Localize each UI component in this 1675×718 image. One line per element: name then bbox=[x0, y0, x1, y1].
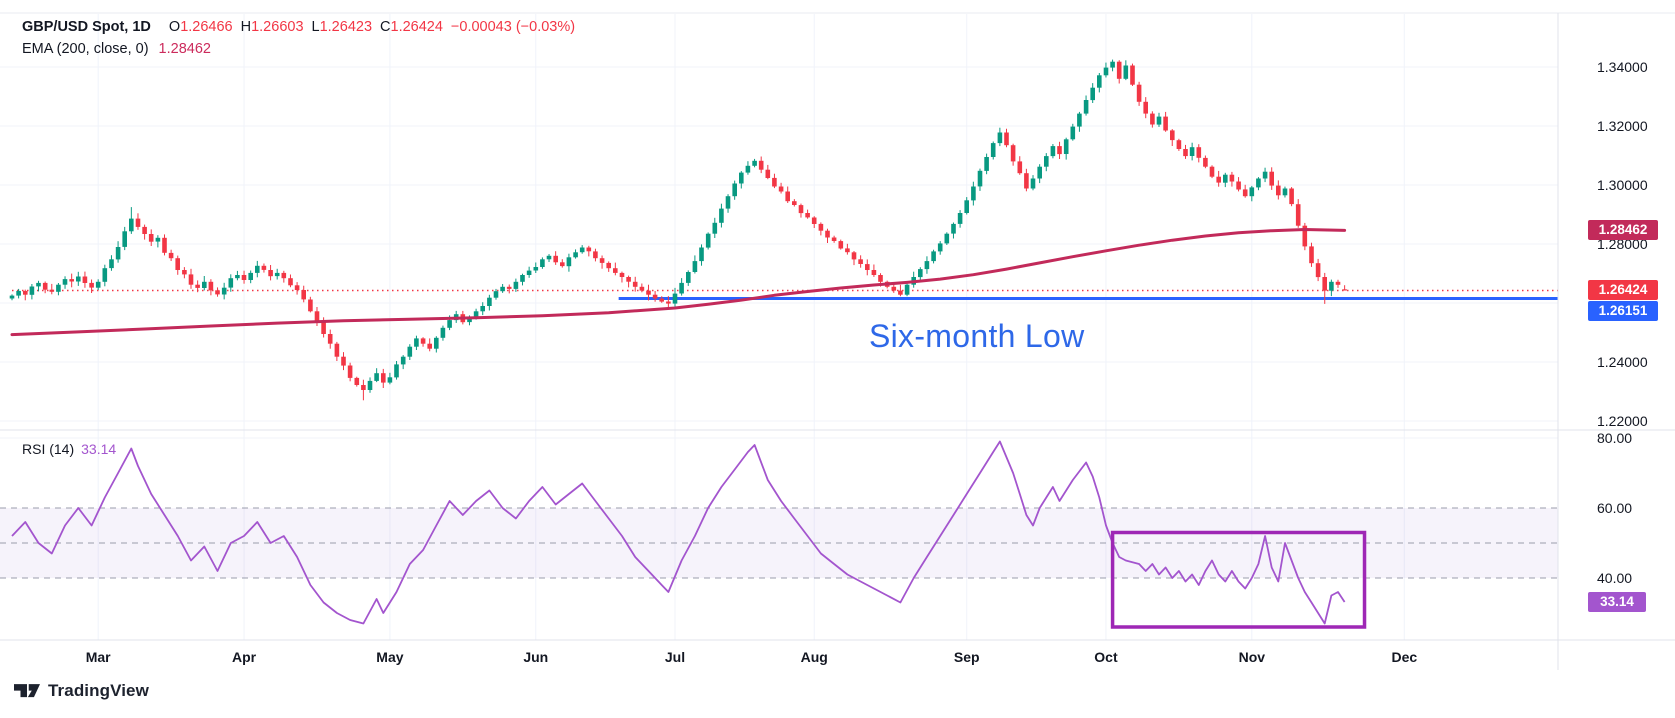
rsi-tick-label: 40.00 bbox=[1597, 570, 1632, 586]
price-tick-label: 1.24000 bbox=[1597, 354, 1648, 370]
tradingview-logo-text: TradingView bbox=[48, 681, 149, 700]
rsi-name[interactable]: RSI (14) bbox=[22, 441, 75, 457]
low-value: 1.26423 bbox=[319, 19, 373, 35]
ema-price-badge: 1.28462 bbox=[1588, 220, 1658, 240]
ema-legend-row: EMA (200, close, 0) 1.28462 bbox=[22, 38, 575, 60]
price-tick-label: 1.22000 bbox=[1597, 413, 1648, 429]
rsi-highlight-box[interactable] bbox=[1110, 530, 1367, 629]
month-label: Sep bbox=[954, 649, 980, 665]
close-value: 1.26424 bbox=[390, 19, 443, 35]
low-letter: L bbox=[311, 19, 320, 35]
level-price-badge: 1.26151 bbox=[1588, 301, 1658, 321]
open-value: 1.26466 bbox=[180, 19, 233, 35]
symbol-legend-row1: GBP/USD Spot, 1D O1.26466 H1.26603 L1.26423… bbox=[22, 16, 575, 38]
month-label: Mar bbox=[86, 649, 111, 665]
month-label: May bbox=[376, 649, 403, 665]
rsi-value: 33.14 bbox=[81, 441, 117, 457]
ema-label[interactable]: EMA (200, close, 0) bbox=[22, 41, 149, 57]
rsi-line bbox=[11, 440, 1346, 625]
time-axis[interactable] bbox=[0, 640, 1558, 675]
month-label: Apr bbox=[232, 649, 257, 665]
rsi-tick-label: 60.00 bbox=[1597, 500, 1632, 516]
rsi-value-badge: 33.14 bbox=[1588, 592, 1646, 612]
candles bbox=[9, 59, 1347, 401]
symbol-legend: GBP/USD Spot, 1D O1.26466 H1.26603 L1.26423… bbox=[22, 16, 575, 60]
price-tick-label: 1.28000 bbox=[1597, 236, 1648, 252]
high-value: 1.26603 bbox=[251, 19, 304, 35]
high-letter: H bbox=[240, 19, 252, 35]
close-price-badge: 1.26424 bbox=[1588, 280, 1658, 300]
price-tick-label: 1.34000 bbox=[1597, 59, 1648, 75]
price-axis[interactable] bbox=[1558, 13, 1675, 640]
price-tick-label: 1.30000 bbox=[1597, 177, 1648, 193]
ema-line[interactable] bbox=[10, 228, 1347, 337]
month-label: Aug bbox=[801, 649, 828, 665]
tradingview-logo[interactable]: TradingView bbox=[14, 681, 149, 701]
symbol-title[interactable]: GBP/USD Spot, 1D bbox=[22, 19, 151, 35]
month-label: Oct bbox=[1094, 649, 1118, 665]
open-letter: O bbox=[168, 19, 181, 35]
ema-value: 1.28462 bbox=[158, 41, 211, 57]
price-tick-label: 1.32000 bbox=[1597, 118, 1648, 134]
rsi-tick-label: 80.00 bbox=[1597, 430, 1632, 446]
rsi-legend: RSI (14) 33.14 bbox=[22, 441, 116, 457]
month-label: Jun bbox=[523, 649, 548, 665]
six-month-low-annotation[interactable]: Six-month Low bbox=[869, 318, 1085, 354]
tradingview-logo-icon bbox=[14, 684, 40, 698]
change-value: −0.00043 (−0.03%) bbox=[450, 19, 576, 35]
month-label: Jul bbox=[665, 649, 685, 665]
close-letter: C bbox=[380, 19, 391, 35]
month-label: Nov bbox=[1239, 649, 1266, 665]
month-label: Dec bbox=[1391, 649, 1417, 665]
